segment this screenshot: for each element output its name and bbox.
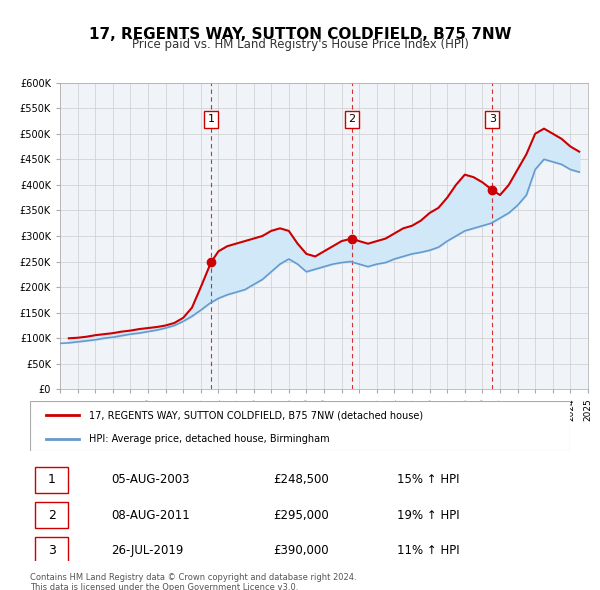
Text: 26-JUL-2019: 26-JUL-2019 xyxy=(111,543,184,557)
Text: This data is licensed under the Open Government Licence v3.0.: This data is licensed under the Open Gov… xyxy=(30,583,298,590)
Text: 1: 1 xyxy=(208,114,215,124)
FancyBboxPatch shape xyxy=(30,401,570,451)
Text: 2: 2 xyxy=(47,509,56,522)
Text: 3: 3 xyxy=(47,543,56,557)
Text: 1: 1 xyxy=(47,473,56,487)
Text: 3: 3 xyxy=(489,114,496,124)
Text: 2: 2 xyxy=(348,114,355,124)
FancyBboxPatch shape xyxy=(35,502,68,529)
Text: £295,000: £295,000 xyxy=(273,509,329,522)
Text: £390,000: £390,000 xyxy=(273,543,329,557)
Text: 11% ↑ HPI: 11% ↑ HPI xyxy=(397,543,460,557)
Text: 05-AUG-2003: 05-AUG-2003 xyxy=(111,473,190,487)
Text: Contains HM Land Registry data © Crown copyright and database right 2024.: Contains HM Land Registry data © Crown c… xyxy=(30,573,356,582)
Text: 17, REGENTS WAY, SUTTON COLDFIELD, B75 7NW (detached house): 17, REGENTS WAY, SUTTON COLDFIELD, B75 7… xyxy=(89,410,424,420)
FancyBboxPatch shape xyxy=(35,537,68,563)
Text: HPI: Average price, detached house, Birmingham: HPI: Average price, detached house, Birm… xyxy=(89,434,330,444)
Text: Price paid vs. HM Land Registry's House Price Index (HPI): Price paid vs. HM Land Registry's House … xyxy=(131,38,469,51)
Text: £248,500: £248,500 xyxy=(273,473,329,487)
Text: 19% ↑ HPI: 19% ↑ HPI xyxy=(397,509,460,522)
Text: 08-AUG-2011: 08-AUG-2011 xyxy=(111,509,190,522)
FancyBboxPatch shape xyxy=(35,467,68,493)
Text: 17, REGENTS WAY, SUTTON COLDFIELD, B75 7NW: 17, REGENTS WAY, SUTTON COLDFIELD, B75 7… xyxy=(89,27,511,41)
Text: 15% ↑ HPI: 15% ↑ HPI xyxy=(397,473,460,487)
